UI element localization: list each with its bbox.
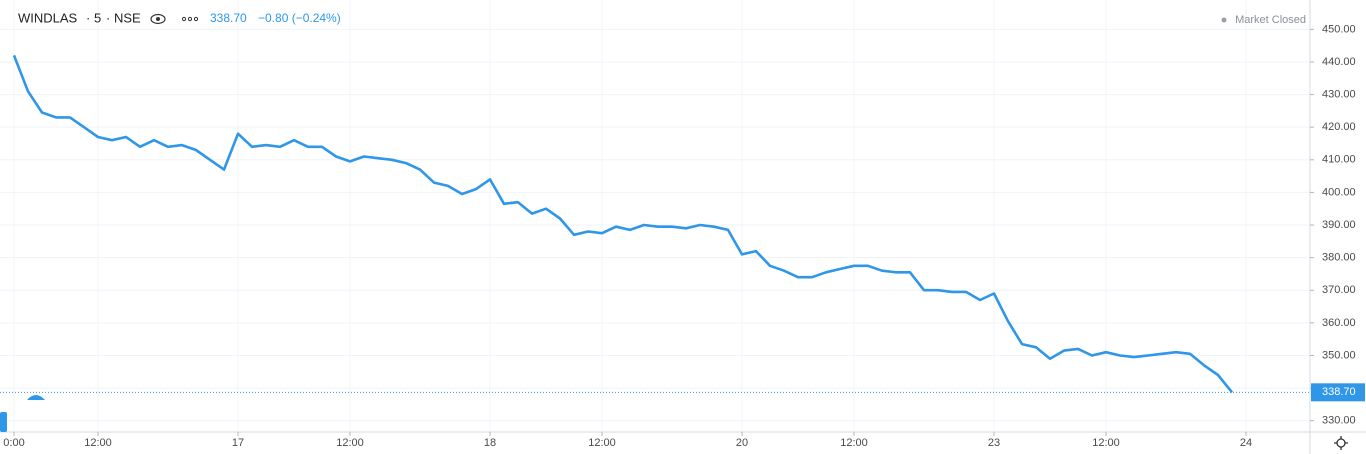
- side-tab[interactable]: [0, 412, 7, 432]
- status-dot: [1221, 17, 1227, 23]
- y-tick-label: 370.00: [1322, 284, 1356, 296]
- y-tick-label: 350.00: [1322, 349, 1356, 361]
- plot: [0, 54, 1310, 394]
- y-tick-label: 360.00: [1322, 317, 1356, 329]
- y-tick-label: 390.00: [1322, 219, 1356, 231]
- x-tick-label: 20: [736, 437, 748, 449]
- y-tick-label: 400.00: [1322, 186, 1356, 198]
- exchange: NSE: [114, 10, 141, 25]
- market-status: Market Closed: [1235, 14, 1306, 26]
- more-icon[interactable]: [181, 16, 199, 22]
- y-tick-label: 410.00: [1322, 154, 1356, 166]
- settings-icon[interactable]: [1334, 436, 1348, 450]
- price-change: −0.80 (−0.24%): [258, 11, 341, 25]
- x-tick-label: 12:00: [84, 437, 112, 449]
- interval: 5: [94, 10, 101, 25]
- y-tick-label: 440.00: [1322, 56, 1356, 68]
- separator: ·: [106, 10, 110, 25]
- y-tick-label: 430.00: [1322, 88, 1356, 100]
- x-tick-label: 23: [988, 437, 1000, 449]
- x-tick-label: 24: [1240, 437, 1252, 449]
- x-tick-label: 12:00: [336, 437, 364, 449]
- x-tick-label: 12:00: [588, 437, 616, 449]
- y-tick-label: 380.00: [1322, 252, 1356, 264]
- symbol: WINDLAS: [18, 10, 78, 25]
- last-price-badge: [1311, 383, 1365, 402]
- last-price-label: 338.70: [1322, 386, 1356, 398]
- x-tick-label: 0:00: [3, 437, 24, 449]
- x-tick-label: 17: [232, 437, 244, 449]
- x-tick-label: 12:00: [840, 437, 868, 449]
- separator: ·: [86, 10, 90, 25]
- grid: [0, 0, 1310, 432]
- y-tick-label: 450.00: [1322, 23, 1356, 35]
- last-price: 338.70: [210, 11, 247, 25]
- x-tick-label: 12:00: [1092, 437, 1120, 449]
- y-tick-label: 330.00: [1322, 415, 1356, 427]
- eye-icon[interactable]: [150, 13, 166, 25]
- logo-icon: [27, 395, 45, 400]
- x-tick-label: 18: [484, 437, 496, 449]
- y-tick-label: 420.00: [1322, 121, 1356, 133]
- price-line: [12, 54, 1234, 394]
